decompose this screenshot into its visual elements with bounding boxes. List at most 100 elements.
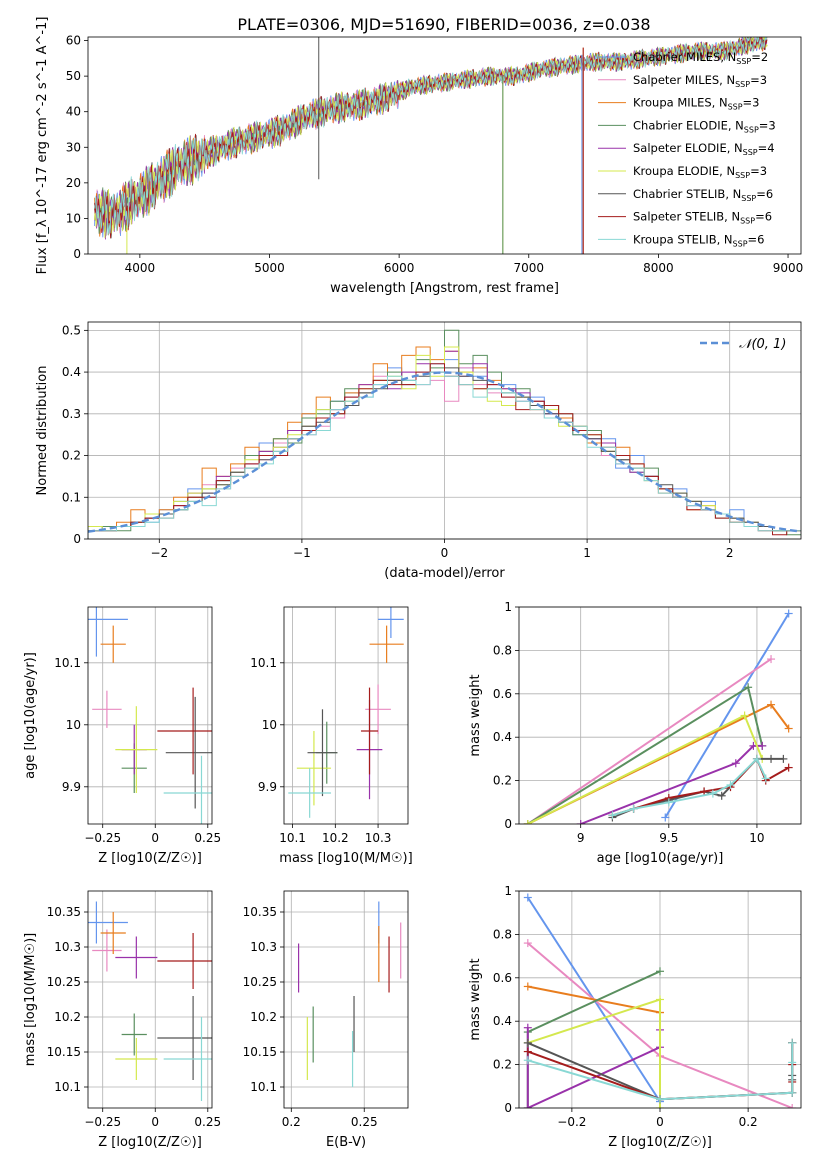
normal-curve [88,371,801,533]
weight-line [527,685,764,824]
legend-n-label: , N [719,164,735,178]
y-axis-label: age [log10(age/yr)] [23,652,38,779]
x-axis-label: mass [log10(M/M☉)] [279,851,412,866]
y-tick-label: 10.2 [250,1010,277,1024]
y-tick-label: 0.4 [62,365,81,379]
y-tick-label: 40 [66,105,81,119]
y-tick-label: 1 [504,884,512,898]
legend-series-name: Chabrier MILES [633,50,720,64]
y-tick-label: 10.1 [54,656,81,670]
x-tick-label: 0 [656,1115,664,1129]
legend-n-value: =3 [743,96,760,110]
error-bars [297,901,402,1087]
x-tick-label: 0 [151,831,159,845]
y-tick-label: 0.2 [493,774,512,788]
x-tick-label: 0.25 [194,1115,221,1129]
chart-residuals: −2 −1 0 1 2 0 0.1 0.2 0.3 0.4 0.5 (data-model)/erro… [35,321,802,581]
legend-n-value: =6 [755,210,772,224]
legend-n-value: =6 [748,232,765,246]
chart-spectrum: 4000 5000 6000 7000 8000 9000 0 10 20 30 40 50 60 wav… [35,17,803,296]
y-tick-label: 20 [66,176,81,190]
legend-subscript: SSP [740,217,755,226]
x-tick-label: −1 [293,546,311,560]
legend-n-label: , N [719,73,735,87]
legend-subscript: SSP [735,80,750,89]
legend-n-label: , N [720,50,736,64]
legend-label: Chabrier MILES, NSSP=2 [633,50,768,66]
y-tick-label: 0.4 [493,730,512,744]
error-bars [288,607,404,818]
legend-subscript: SSP [736,57,751,66]
legend-n-label: , N [717,232,733,246]
y-tick-label: 10.1 [54,1080,81,1094]
y-tick-label: 9.9 [258,780,277,794]
x-tick-label: 1 [583,546,591,560]
x-tick-label: 8000 [643,261,674,275]
weight-line [527,703,790,824]
x-tick-label: 0.2 [739,1115,758,1129]
y-tick-label: 60 [66,34,81,48]
x-tick-label: 0.2 [282,1115,301,1129]
chart-weight-vs-age: 9 9.5 10 0 0.2 0.4 0.6 0.8 1 age [log10(age/yr)] m… [468,600,802,866]
y-tick-label: 0.2 [62,449,81,463]
y-axis-label: Flux [f_λ 10^-17 erg cm^-2 s^-1 A^-1] [35,17,50,275]
axes-frame [283,606,409,825]
x-tick-label: 9 [577,831,585,845]
chart-age-vs-mass: 10.1 10.2 10.3 9.9 10 10.1 mass [log10(M/M☉)] [250,606,413,866]
x-tick-label: −0.25 [84,1115,121,1129]
x-axis-label: wavelength [Angstrom, rest frame] [330,281,559,296]
y-tick-label: 50 [66,69,81,83]
y-tick-label: 0 [73,532,81,546]
legend-n-value: =6 [756,187,773,201]
y-tick-label: 10.25 [47,975,81,989]
y-axis-label: mass weight [468,958,483,1040]
legend-subscript: SSP [741,194,756,203]
axes-frame [518,606,802,825]
y-tick-label: 9.9 [62,780,81,794]
legend-label: Chabrier ELODIE, NSSP=3 [633,118,776,134]
x-axis-label: Z [log10(Z/Z☉)] [98,851,202,866]
legend-label: Salpeter STELIB, NSSP=6 [633,210,772,226]
y-tick-label: 10.25 [243,975,277,989]
legend-n-label: , N [725,187,741,201]
chart-age-vs-z: −0.25 0 0.25 9.9 10 10.1 Z [log10(Z/Z☉)] age [l… [23,606,221,866]
spectrum-line [94,37,767,236]
x-tick-label: 9000 [773,261,804,275]
y-tick-label: 10.1 [250,1080,277,1094]
y-tick-label: 0.1 [62,490,81,504]
x-tick-label: 0.25 [351,1115,378,1129]
axes-frame [518,890,802,1109]
y-tick-label: 10.3 [54,940,81,954]
y-axis-label: mass weight [468,674,483,756]
legend: 𝒩(0, 1) [700,337,786,352]
legend-subscript: SSP [743,148,758,157]
legend-series-name: Chabrier STELIB [633,187,725,201]
legend-label: Chabrier STELIB, NSSP=6 [633,187,773,203]
axes-frame [87,890,213,1109]
y-tick-label: 10.15 [47,1045,81,1059]
x-tick-label: 6000 [384,261,415,275]
legend-n-value: =3 [750,73,767,87]
weight-line [527,658,772,824]
axes-frame [87,321,802,540]
legend-subscript: SSP [733,239,748,248]
legend-series-name: Kroupa STELIB [633,232,717,246]
y-tick-label: 10.1 [250,656,277,670]
legend-n-label: , N [727,141,743,155]
legend-label: Kroupa STELIB, NSSP=6 [633,232,764,248]
x-tick-label: 10.3 [365,831,392,845]
legend-series-name: Salpeter MILES [633,73,719,87]
x-axis-label: (data-model)/error [384,566,505,581]
y-tick-label: 1 [504,600,512,614]
y-axis-label: Normed distribution [35,366,50,496]
x-tick-label: 2 [726,546,734,560]
y-tick-label: 0.5 [62,323,81,337]
y-tick-label: 0.8 [493,927,512,941]
error-bars [88,607,212,824]
legend-n-value: =3 [750,164,767,178]
x-tick-label: −0.2 [557,1115,586,1129]
y-tick-label: 0.4 [493,1014,512,1028]
y-tick-label: 10.35 [243,905,277,919]
legend-subscript: SSP [735,171,750,180]
